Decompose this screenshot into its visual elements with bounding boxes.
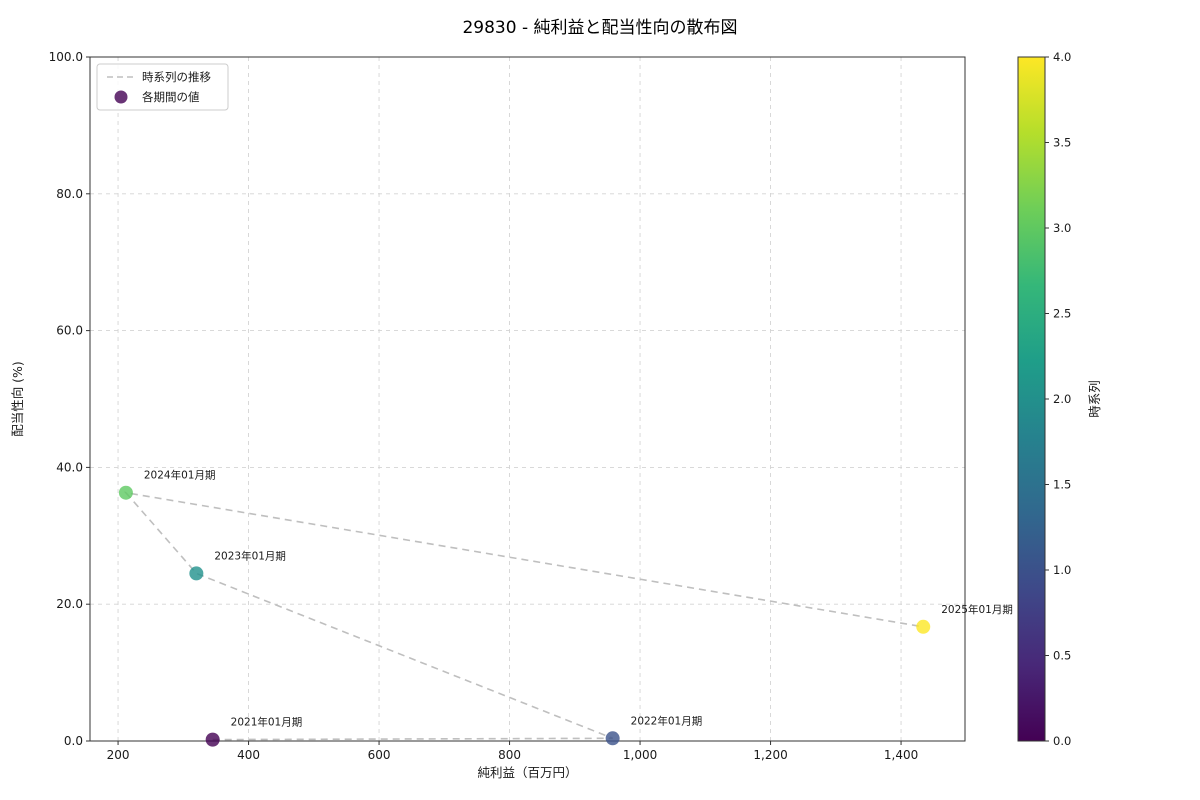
data-point (916, 619, 931, 634)
y-tick-label: 80.0 (56, 187, 83, 201)
point-annotation: 2024年01月期 (144, 469, 216, 482)
legend-item-label: 各期間の値 (142, 90, 200, 104)
colorbar-tick-label: 3.0 (1053, 221, 1071, 235)
trend-line (123, 491, 924, 741)
point-annotation: 2023年01月期 (214, 549, 286, 562)
x-tick-label: 1,000 (623, 748, 657, 762)
y-tick-label: 20.0 (56, 597, 83, 611)
colorbar (1017, 56, 1046, 742)
legend (96, 63, 229, 111)
chart-title: 29830 - 純利益と配当性向の散布図 (462, 18, 738, 38)
plot-frame (89, 56, 966, 742)
colorbar-tick-label: 0.0 (1053, 734, 1071, 748)
point-annotation: 2022年01月期 (631, 714, 703, 727)
y-tick-label: 100.0 (49, 50, 83, 64)
x-tick-label: 600 (368, 748, 391, 762)
x-axis-label: 純利益（百万円） (477, 765, 577, 780)
y-tick-label: 40.0 (56, 460, 83, 474)
colorbar-tick-label: 2.5 (1053, 307, 1071, 321)
colorbar-tick-label: 1.0 (1053, 563, 1071, 577)
y-tick-label: 60.0 (56, 324, 83, 338)
colorbar-tick-label: 0.5 (1053, 649, 1071, 663)
colorbar-tick-label: 1.5 (1053, 478, 1071, 492)
x-tick-label: 800 (498, 748, 521, 762)
x-tick-label: 1,200 (753, 748, 787, 762)
data-point (118, 485, 133, 500)
point-annotation: 2025年01月期 (941, 603, 1013, 616)
y-tick-label: 0.0 (64, 734, 83, 748)
data-point (605, 731, 620, 746)
x-tick-label: 200 (107, 748, 130, 762)
colorbar-tick-label: 4.0 (1053, 50, 1071, 64)
legend-item-label: 時系列の推移 (142, 70, 211, 84)
colorbar-label: 時系列 (1087, 380, 1102, 418)
colorbar-tick-label: 3.5 (1053, 136, 1071, 150)
point-annotation: 2021年01月期 (231, 716, 303, 729)
data-point (205, 732, 220, 747)
y-axis-label: 配当性向 (%) (10, 361, 25, 437)
colorbar-tick-label: 2.0 (1053, 392, 1071, 406)
data-point (189, 566, 204, 581)
x-tick-label: 1,400 (884, 748, 918, 762)
legend-dot-sample (114, 90, 128, 104)
x-tick-label: 400 (237, 748, 260, 762)
